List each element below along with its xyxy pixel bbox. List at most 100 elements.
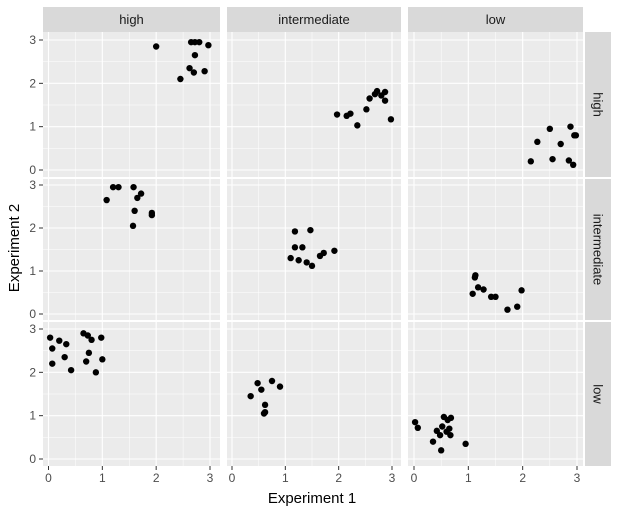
data-point — [85, 349, 93, 357]
strip-col-label: low — [486, 12, 506, 27]
x-axis-title: Experiment 1 — [268, 490, 356, 507]
strip-col-low — [408, 7, 583, 32]
y-tick-label: 1 — [29, 264, 36, 278]
data-point — [480, 286, 487, 293]
panel-intermediate-low — [227, 322, 401, 466]
x-tick-label: 3 — [574, 471, 581, 485]
data-point — [276, 383, 284, 390]
data-point — [514, 303, 521, 310]
panel-high-intermediate — [43, 179, 220, 320]
y-tick-label: 3 — [29, 322, 36, 336]
x-tick-label: 1 — [99, 471, 106, 485]
data-point — [103, 196, 110, 204]
points-intermediate-intermediate — [287, 226, 338, 270]
data-point — [381, 88, 389, 96]
data-point — [347, 110, 354, 117]
data-point — [148, 211, 156, 219]
data-point — [291, 228, 299, 235]
points-high-high — [152, 38, 212, 83]
data-point — [462, 440, 469, 448]
points-intermediate-high — [333, 87, 395, 129]
data-point — [98, 334, 105, 341]
points-intermediate-low — [247, 377, 284, 417]
data-point — [115, 183, 122, 191]
panel-high-low — [43, 322, 220, 466]
points-high-intermediate — [103, 183, 156, 230]
data-point — [474, 284, 482, 291]
data-point — [437, 447, 445, 454]
panel-intermediate-intermediate — [227, 179, 401, 320]
y-tick-label: 1 — [29, 409, 36, 423]
panel-intermediate-high — [227, 32, 401, 177]
data-point — [549, 155, 556, 163]
data-point — [92, 369, 100, 376]
data-point — [381, 97, 389, 104]
data-point — [177, 75, 184, 83]
data-point — [49, 360, 56, 367]
x-tick-label: 2 — [335, 471, 342, 485]
data-point — [254, 379, 261, 387]
panel-high-high — [43, 32, 220, 177]
data-point — [205, 42, 212, 49]
x-tick-label: 3 — [389, 471, 396, 485]
strip-col-label: high — [119, 12, 144, 27]
x-tick-label: 0 — [45, 471, 52, 485]
data-point — [63, 340, 70, 348]
strip-row-low — [585, 322, 611, 466]
strip-col-intermediate — [227, 7, 401, 32]
x-tick-label: 2 — [519, 471, 526, 485]
data-point — [291, 244, 299, 251]
data-point — [261, 401, 269, 409]
panel-background — [227, 32, 401, 177]
data-point — [331, 247, 338, 254]
data-point — [567, 123, 574, 130]
panels-layer — [43, 32, 583, 466]
data-point — [411, 418, 419, 426]
data-point — [387, 116, 395, 123]
panel-background — [43, 32, 220, 177]
x-tick-label: 3 — [207, 471, 214, 485]
data-point — [557, 140, 564, 148]
data-point — [84, 332, 91, 339]
data-point — [414, 424, 422, 431]
data-point — [67, 366, 75, 374]
x-tick-label: 1 — [282, 471, 289, 485]
data-point — [363, 106, 370, 113]
y-tick-label: 3 — [29, 178, 36, 192]
data-point — [46, 334, 54, 341]
points-low-low — [411, 413, 469, 454]
data-point — [303, 259, 310, 266]
points-low-intermediate — [469, 272, 525, 313]
data-point — [152, 43, 160, 50]
data-point — [299, 244, 306, 251]
data-point — [472, 272, 479, 279]
data-point — [131, 207, 138, 214]
points-high-low — [46, 330, 106, 376]
data-point — [82, 358, 90, 365]
data-point — [56, 337, 63, 344]
data-point — [130, 183, 137, 191]
data-point — [320, 249, 327, 257]
y-tick-label: 2 — [29, 76, 36, 90]
strip-row-label: low — [591, 384, 606, 404]
data-point — [373, 87, 381, 95]
y-tick-label: 0 — [29, 452, 36, 466]
data-point — [333, 111, 341, 118]
data-point — [446, 425, 453, 432]
data-point — [527, 158, 535, 165]
data-point — [429, 438, 437, 445]
data-point — [261, 409, 269, 416]
data-point — [366, 95, 373, 102]
data-point — [295, 257, 302, 264]
data-point — [447, 431, 454, 439]
strip-row-label: high — [591, 92, 606, 117]
x-tick-label: 1 — [465, 471, 472, 485]
data-point — [99, 356, 106, 363]
x-tick-label: 0 — [411, 471, 418, 485]
strip-col-high — [43, 7, 220, 32]
data-point — [308, 262, 316, 270]
data-point — [439, 423, 446, 430]
x-tick-label: 0 — [229, 471, 236, 485]
strips-layer: high intermediate low high intermediate low — [43, 7, 611, 466]
